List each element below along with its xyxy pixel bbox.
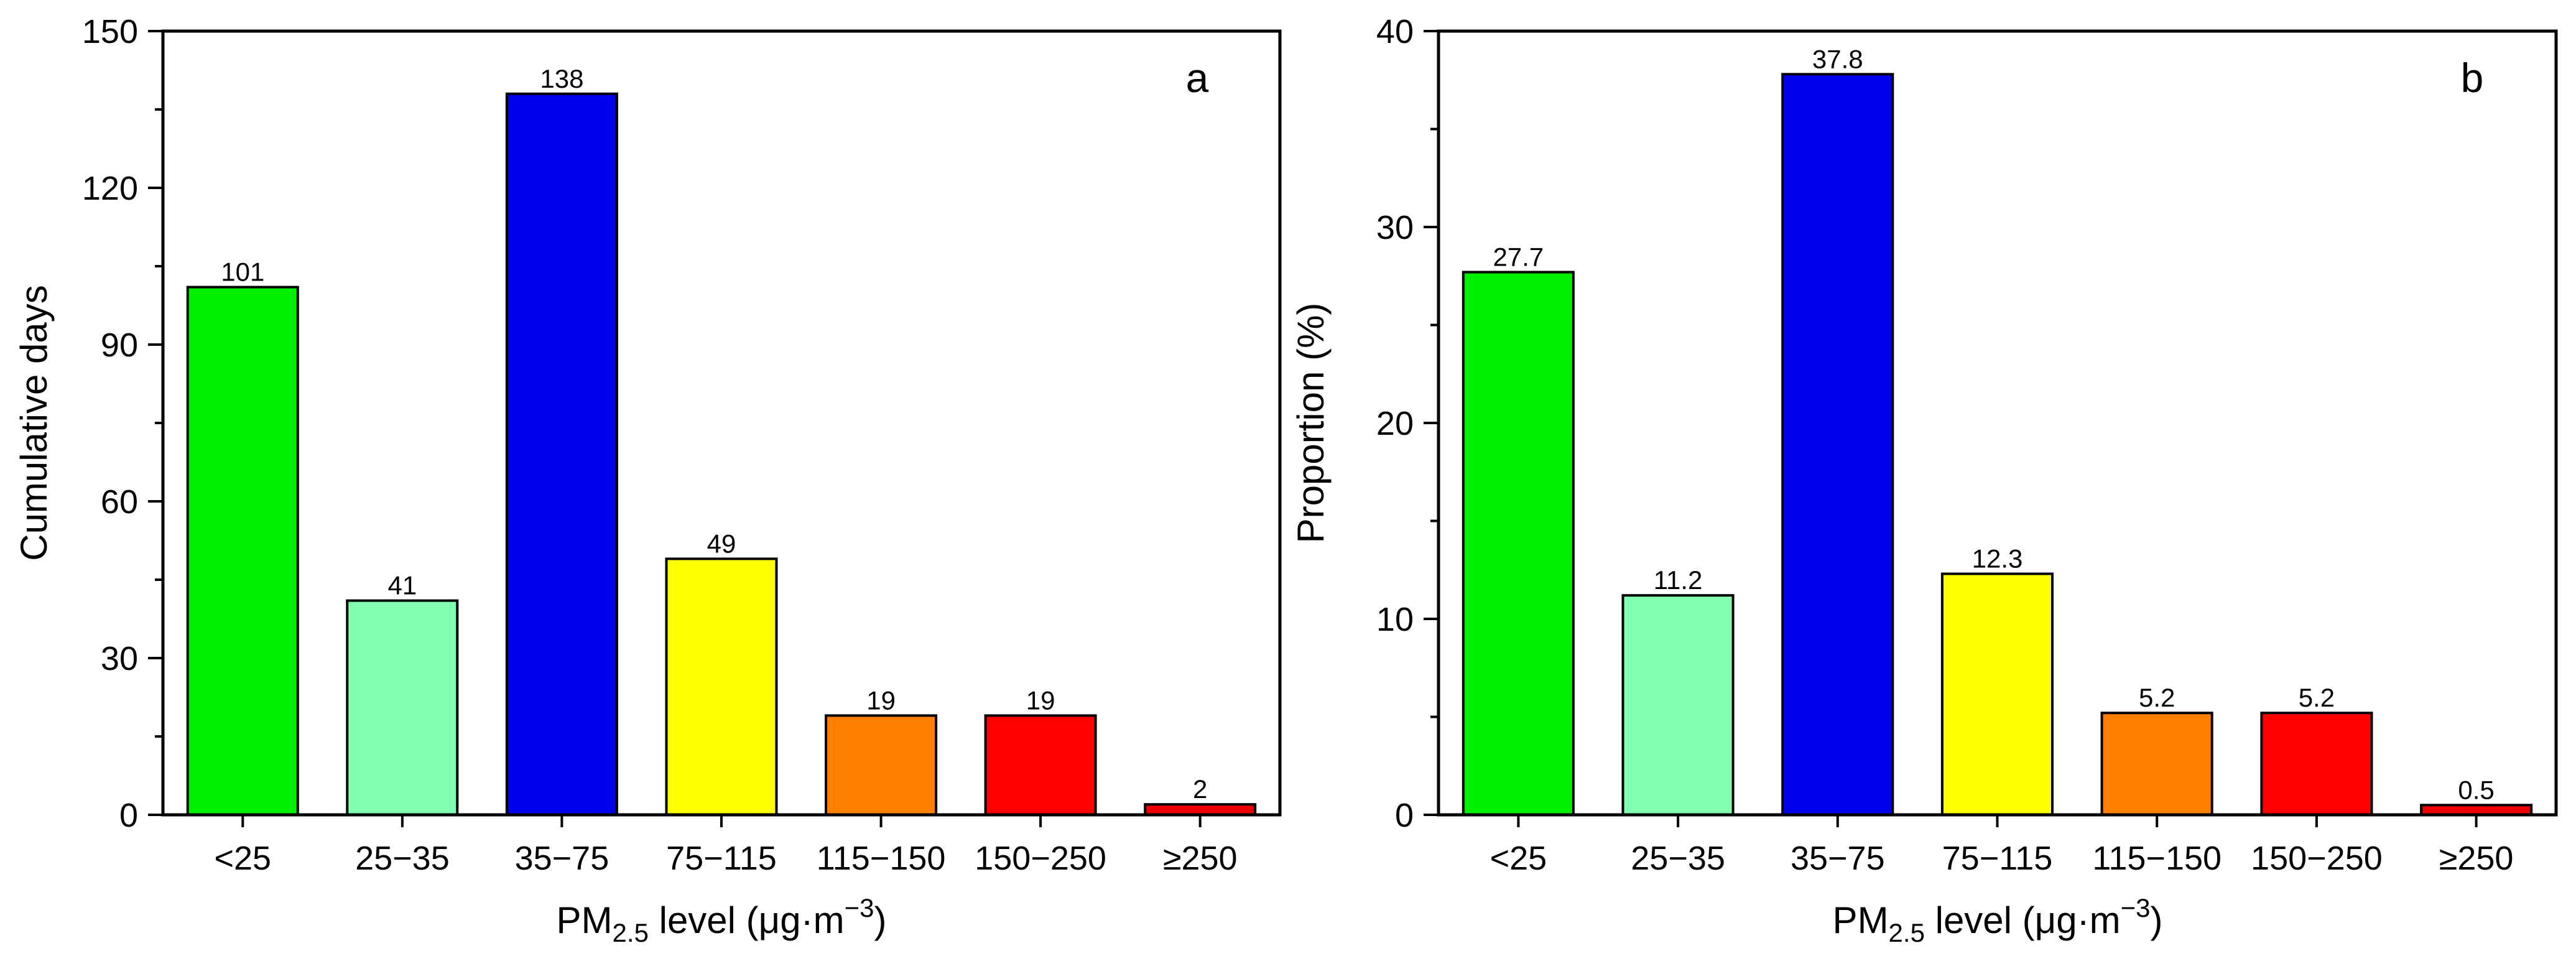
bar-value-label-a-1: 41 bbox=[388, 571, 417, 600]
bar-value-label-b-4: 5.2 bbox=[2139, 683, 2175, 712]
x-tick-label-a-4: 115−150 bbox=[817, 840, 946, 877]
bar-b-3 bbox=[1940, 572, 2054, 816]
x-axis-title-b: PM2.5 level (μg·m−3) bbox=[1833, 893, 2163, 947]
plot-frame-a bbox=[161, 29, 1282, 817]
x-axis-title-part: ) bbox=[874, 899, 886, 941]
x-tick-label-a-1: 25−35 bbox=[355, 840, 450, 877]
bar-a-3 bbox=[665, 557, 778, 817]
y-axis-title-a: Cumulative days bbox=[13, 285, 55, 561]
x-tick-label-b-4: 115−150 bbox=[2092, 840, 2222, 877]
x-axis-title-superscript: −3 bbox=[845, 893, 874, 922]
y-axis-title-b: Proportion (%) bbox=[1290, 303, 1332, 544]
bar-b-0 bbox=[1462, 271, 1575, 816]
x-tick-label-a-0: <25 bbox=[214, 840, 271, 877]
panel-letter-a: a bbox=[1186, 55, 1209, 101]
x-axis-title-subscript: 2.5 bbox=[613, 918, 649, 947]
y-tick-label-a-0: 0 bbox=[119, 797, 138, 834]
x-axis-title-part: PM bbox=[1833, 899, 1889, 941]
bar-value-label-b-1: 11.2 bbox=[1654, 565, 1703, 595]
x-axis-title-part: ) bbox=[2150, 899, 2162, 941]
x-tick-label-b-5: 150−250 bbox=[2251, 840, 2383, 877]
bar-value-label-b-6: 0.5 bbox=[2458, 775, 2494, 804]
x-axis-title-a: PM2.5 level (μg·m−3) bbox=[557, 893, 887, 947]
x-axis-title-superscript: −3 bbox=[2121, 893, 2151, 922]
x-tick-label-b-0: <25 bbox=[1490, 840, 1547, 877]
bar-value-label-b-2: 37.8 bbox=[1812, 44, 1863, 73]
x-axis-title-subscript: 2.5 bbox=[1889, 918, 1925, 947]
x-axis-title-part: level (μg·m bbox=[649, 899, 845, 941]
bar-a-2 bbox=[505, 92, 618, 816]
x-axis-title-part: PM bbox=[557, 899, 613, 941]
bar-value-label-a-3: 49 bbox=[707, 529, 736, 558]
y-tick-label-b-3: 30 bbox=[1376, 209, 1414, 246]
y-tick-label-a-5: 150 bbox=[82, 13, 138, 50]
x-tick-label-a-6: ≥250 bbox=[1163, 840, 1238, 877]
panel-letter-b: b bbox=[2461, 55, 2484, 101]
panel-b: 27.7 <25 11.2 25−35 37.8 35−75 12.3 75−115 5.2 11… bbox=[1290, 13, 2558, 947]
bar-a-5 bbox=[984, 714, 1097, 817]
bar-a-4 bbox=[825, 714, 938, 817]
y-tick-label-a-3: 90 bbox=[101, 327, 138, 364]
y-tick-label-b-0: 0 bbox=[1395, 797, 1414, 834]
y-tick-label-b-4: 40 bbox=[1376, 13, 1414, 50]
x-tick-label-a-2: 35−75 bbox=[515, 840, 609, 877]
x-tick-label-b-2: 35−75 bbox=[1791, 840, 1885, 877]
panel-a: 101 <25 41 25−35 138 35−75 49 75−115 19 115−150 19… bbox=[13, 13, 1282, 947]
bar-b-2 bbox=[1781, 73, 1894, 816]
bar-value-label-a-0: 101 bbox=[221, 258, 264, 287]
bar-value-label-a-5: 19 bbox=[1026, 685, 1055, 715]
bar-a-0 bbox=[186, 286, 299, 817]
x-axis-title-part: level (μg·m bbox=[1925, 899, 2121, 941]
bar-a-6 bbox=[1144, 803, 1257, 816]
bar-a-1 bbox=[346, 599, 459, 816]
y-tick-label-b-1: 10 bbox=[1376, 601, 1414, 638]
y-tick-label-b-2: 20 bbox=[1376, 405, 1414, 442]
y-tick-label-a-2: 60 bbox=[101, 483, 138, 521]
x-tick-label-b-3: 75−115 bbox=[1942, 840, 2053, 877]
y-tick-label-a-4: 120 bbox=[82, 170, 138, 207]
bar-value-label-a-6: 2 bbox=[1193, 774, 1207, 804]
bar-value-label-b-5: 5.2 bbox=[2299, 683, 2335, 712]
bar-value-label-b-0: 27.7 bbox=[1493, 243, 1544, 272]
bar-b-5 bbox=[2260, 712, 2373, 816]
bar-value-label-b-3: 12.3 bbox=[1972, 544, 2023, 573]
bar-b-4 bbox=[2100, 712, 2213, 816]
x-tick-label-a-3: 75−115 bbox=[666, 840, 777, 877]
bar-b-1 bbox=[1621, 594, 1735, 816]
y-tick-label-a-1: 30 bbox=[101, 640, 138, 677]
bar-value-label-a-2: 138 bbox=[540, 64, 583, 93]
x-tick-label-b-1: 25−35 bbox=[1631, 840, 1725, 877]
plot-frame-b bbox=[1437, 29, 2558, 817]
x-tick-label-a-5: 150−250 bbox=[975, 840, 1106, 877]
x-tick-label-b-6: ≥250 bbox=[2439, 840, 2514, 877]
bar-value-label-a-4: 19 bbox=[866, 685, 896, 715]
